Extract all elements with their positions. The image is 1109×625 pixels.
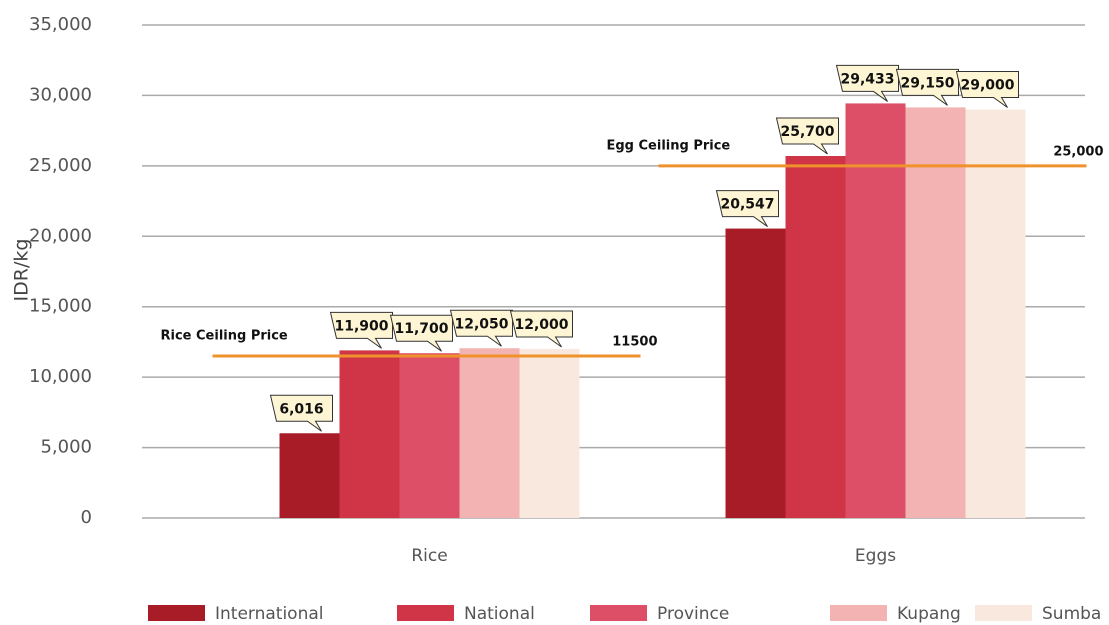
legend-swatch: [830, 605, 887, 621]
callout-box: [955, 71, 1019, 108]
data-label: 6,016: [279, 401, 323, 417]
data-label: 11,900: [334, 318, 388, 334]
bar: [845, 103, 906, 519]
bar: [905, 107, 966, 518]
y-axis-label: IDR/kg: [11, 239, 33, 302]
bar: [399, 353, 460, 518]
callout-box: [715, 190, 779, 227]
legend-label: Province: [657, 604, 729, 624]
y-tick-label: 30,000: [29, 84, 92, 105]
data-label: 29,150: [900, 75, 954, 91]
data-label: 11,700: [394, 321, 448, 337]
legend-label: National: [464, 604, 535, 624]
y-tick-label: 0: [81, 507, 92, 528]
data-label: 25,700: [780, 124, 834, 140]
y-tick-label: 20,000: [29, 225, 92, 246]
legend-swatch: [590, 605, 647, 621]
bar: [519, 348, 580, 518]
legend-label: International: [215, 604, 324, 624]
y-tick-label: 5,000: [40, 437, 92, 458]
data-label: 12,050: [454, 316, 508, 332]
bar: [965, 109, 1026, 518]
ceiling-value: 25,000: [1053, 144, 1103, 159]
x-tick-label: Rice: [411, 546, 447, 566]
ceiling-label: Egg Ceiling Price: [607, 138, 731, 153]
data-label: 20,547: [720, 197, 774, 213]
y-tick-label: 35,000: [29, 14, 92, 35]
ceiling-label: Rice Ceiling Price: [161, 329, 288, 344]
callout-box: [775, 117, 839, 155]
callout-box: [269, 394, 333, 432]
x-tick-label: Eggs: [855, 546, 896, 566]
legend-swatch: [397, 605, 454, 621]
y-tick-label: 10,000: [29, 366, 92, 387]
data-label: 29,433: [840, 71, 894, 87]
legend-label: Sumba: [1042, 604, 1101, 624]
data-label: 29,000: [960, 78, 1014, 94]
bar: [785, 155, 846, 519]
callout-box: [509, 310, 573, 348]
bar: [339, 350, 400, 518]
legend-swatch: [975, 605, 1032, 621]
y-tick-label: 25,000: [29, 155, 92, 176]
data-label: 12,000: [514, 317, 568, 333]
ceiling-value: 11500: [612, 335, 657, 350]
bar: [725, 228, 786, 519]
y-tick-label: 15,000: [29, 296, 92, 317]
legend-label: Kupang: [897, 604, 961, 624]
bar: [459, 348, 520, 518]
legend-swatch: [148, 605, 205, 621]
bar: [279, 433, 340, 518]
